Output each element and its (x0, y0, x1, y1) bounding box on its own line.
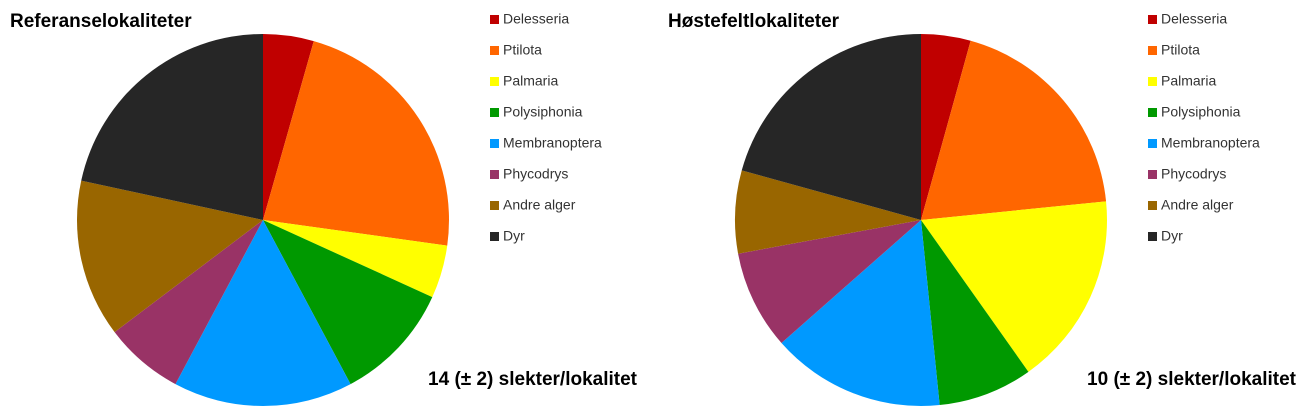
pie-slice (921, 40, 1107, 221)
chart-title: Høstefeltlokaliteter (668, 11, 840, 32)
legend-label: Andre alger (1161, 197, 1234, 213)
pie-slice (175, 220, 351, 406)
legend-label: Ptilota (1161, 42, 1200, 58)
pie-slice (263, 41, 449, 246)
chart-title: Referanselokaliteter (10, 11, 192, 32)
legend-label: Dyr (1161, 228, 1183, 244)
legend-swatch (490, 232, 499, 241)
legend-label: Membranoptera (1161, 135, 1260, 151)
pie-slice (921, 201, 1107, 372)
pie-slice (76, 180, 263, 333)
pie-slice (921, 34, 971, 220)
legend-swatch (490, 108, 499, 117)
legend-label: Dyr (503, 228, 525, 244)
legend-swatch (490, 46, 499, 55)
legend-label: Polysiphonia (503, 104, 583, 120)
annotation: 14 (± 2) slekter/lokalitet (428, 369, 638, 390)
legend-label: Palmaria (503, 73, 558, 89)
legend-label: Andre alger (503, 197, 576, 213)
legend-swatch (1148, 15, 1157, 24)
legend-swatch (1148, 46, 1157, 55)
legend-label: Polysiphonia (1161, 104, 1241, 120)
legend-swatch (1148, 232, 1157, 241)
pie-slice (263, 220, 448, 298)
legend-swatch (490, 170, 499, 179)
annotation: 10 (± 2) slekter/lokalitet (1087, 369, 1297, 390)
legend-label: Phycodrys (1161, 166, 1226, 182)
pie-slice (781, 220, 940, 406)
pie-slice (81, 34, 264, 220)
pie-slice (114, 220, 264, 385)
legend-swatch (490, 139, 499, 148)
legend-swatch (1148, 201, 1157, 210)
legend-swatch (1148, 77, 1157, 86)
pie-slice (735, 170, 921, 254)
legend-label: Palmaria (1161, 73, 1216, 89)
pie-slice (738, 220, 921, 344)
pie-slice (263, 34, 314, 220)
pie-slice (741, 33, 921, 220)
legend-swatch (1148, 139, 1157, 148)
legend-label: Membranoptera (503, 135, 602, 151)
legend-swatch (1148, 170, 1157, 179)
legend-label: Delesseria (1161, 11, 1227, 27)
legend-label: Ptilota (503, 42, 542, 58)
legend-swatch (490, 201, 499, 210)
pie-slice (921, 220, 1029, 406)
legend-swatch (490, 77, 499, 86)
pie-slice (263, 220, 433, 385)
legend-label: Phycodrys (503, 166, 568, 182)
legend-swatch (490, 15, 499, 24)
legend-swatch (1148, 108, 1157, 117)
legend-label: Delesseria (503, 11, 569, 27)
